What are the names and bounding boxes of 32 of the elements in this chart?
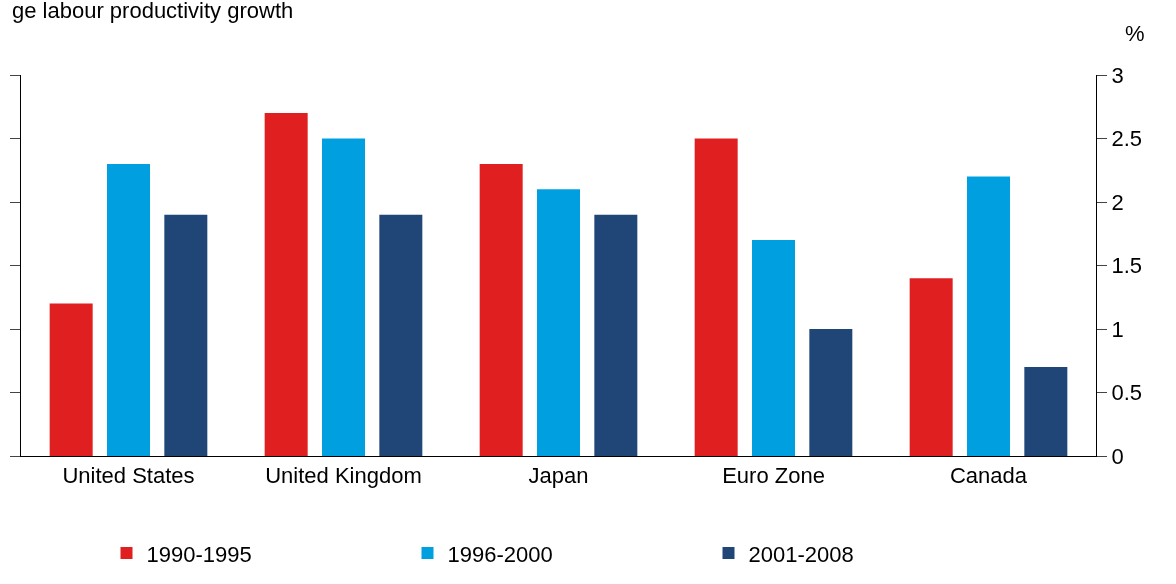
bar [909,278,953,456]
x-tick-label: Canada [949,463,1028,489]
y-tick-label: 0.5 [1111,380,1142,406]
bar [967,176,1010,456]
y-tick-label: 2.5 [1111,126,1142,152]
bar [479,163,523,456]
bar [594,214,638,456]
bar [809,329,853,456]
x-tick-label: Euro Zone [722,463,825,489]
bar [164,214,208,456]
y-tick-label: 3 [1111,62,1124,88]
legend-label: 1996-2000 [447,541,553,567]
bar [537,189,580,456]
x-tick-label: Japan [528,463,589,489]
y-tick-label: 2 [1111,189,1124,215]
y-tick-label: 1 [1111,316,1124,342]
y-tick-label: 0 [1111,443,1124,469]
bar [322,138,365,456]
legend-label: 1990-1995 [146,541,252,567]
y-axis-title: % [1125,21,1145,46]
x-tick-label: United States [62,463,195,489]
bar [1024,367,1068,456]
x-tick-label: United Kingdom [265,463,422,489]
bar [264,113,308,456]
y-tick-label: 1.5 [1111,253,1142,279]
bar [694,138,738,456]
bar [379,214,423,456]
bar [752,240,795,456]
legend-label: 2001-2008 [748,541,854,567]
bar [107,163,150,456]
chart-title: ge labour productivity growth [12,0,294,23]
bar [49,303,93,456]
